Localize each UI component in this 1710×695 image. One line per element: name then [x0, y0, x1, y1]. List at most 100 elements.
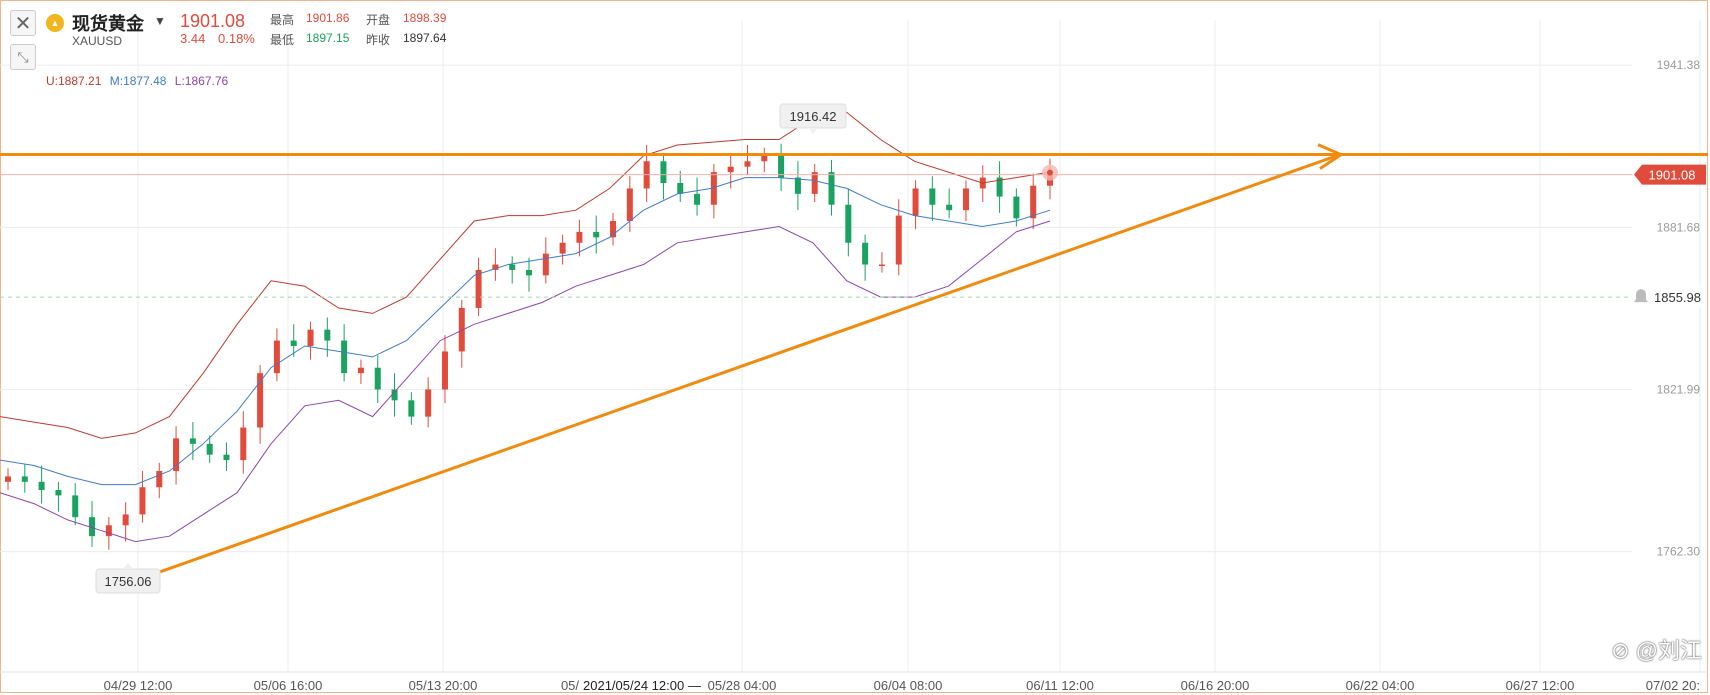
x-tick-label: 05/06 16:00: [254, 678, 323, 693]
candle-body: [744, 161, 751, 167]
bell-icon: [1634, 289, 1648, 303]
open-label: 开盘: [366, 13, 391, 27]
candle-body: [240, 427, 247, 461]
price-change: 3.44: [180, 31, 206, 46]
candle-body: [139, 487, 146, 515]
candle-body: [828, 172, 835, 205]
symbol-name[interactable]: 现货黄金: [72, 14, 144, 34]
candle-body: [626, 188, 633, 222]
low-label: 最低: [270, 33, 295, 47]
candle-body: [593, 231, 600, 238]
high-value: 1901.86: [306, 11, 350, 25]
open-value: 1898.39: [403, 11, 447, 25]
current-price-dot: [1047, 169, 1053, 176]
candle-body: [273, 340, 280, 374]
x-tick-label: 06/27 12:00: [1506, 678, 1575, 693]
collapse-button[interactable]: ⤡: [10, 44, 36, 70]
candle-body: [156, 470, 163, 488]
candle-body: [206, 443, 213, 455]
boll-middle-value: M:1877.48: [109, 74, 167, 88]
low-value: 1897.15: [306, 31, 350, 45]
candle-body: [912, 188, 919, 216]
candle-body: [38, 481, 45, 490]
alert-price-tag-label: 1855.98: [1654, 290, 1701, 305]
y-tick-label: 1821.99: [1657, 382, 1701, 396]
y-tick-label: 1941.38: [1657, 58, 1701, 72]
candle-body: [694, 193, 701, 205]
lower-band-line: [0, 220, 1051, 543]
candle-body: [72, 495, 79, 518]
alert-price-tag: [1650, 287, 1706, 308]
candle-body: [895, 215, 902, 265]
candle-body: [492, 264, 499, 270]
gold-coin-icon: ▲: [46, 14, 64, 32]
candle-body: [408, 400, 415, 417]
candle-body: [189, 438, 196, 444]
high-annotation-label: 1916.42: [790, 109, 837, 124]
candle-body: [475, 269, 482, 308]
candle-body: [542, 253, 549, 276]
candle-body: [89, 517, 96, 537]
x-tick-label: 2021/05/24 12:00 —: [583, 678, 701, 693]
candle-body: [290, 340, 297, 346]
candle-body: [357, 367, 364, 374]
candle-body: [660, 161, 667, 183]
candle-body: [105, 525, 112, 537]
x-tick-label: 07/02 20:: [1646, 678, 1700, 693]
last-price: 1901.08: [180, 11, 246, 31]
candle-body: [21, 476, 28, 482]
candle-body: [458, 307, 465, 352]
candle-body: [794, 177, 801, 194]
candle-body: [257, 373, 264, 428]
candle-body: [5, 476, 11, 482]
candle-body: [341, 340, 348, 374]
x-tick-label: 06/11 12:00: [1026, 678, 1094, 693]
symbol-code: XAUUSD: [72, 34, 123, 48]
candle-body: [727, 166, 734, 173]
x-tick-label: 04/29 12:00: [104, 678, 173, 693]
current-price-tag-label: 1901.08: [1649, 168, 1696, 183]
candle-body: [374, 367, 381, 390]
candle-body: [441, 351, 448, 390]
candle-body: [509, 264, 516, 270]
candle-body: [1013, 196, 1020, 219]
y-tick-label: 1762.30: [1657, 545, 1701, 559]
price-change-pct: 0.18%: [218, 31, 255, 46]
trend-line: [137, 153, 1341, 582]
candle-body: [862, 242, 869, 265]
x-tick-label: 05/28 04:00: [708, 678, 777, 693]
candle-body: [526, 269, 532, 276]
candle-body: [559, 242, 566, 254]
author-watermark: ⊘ @刘江: [1611, 638, 1702, 663]
candle-body: [946, 204, 953, 211]
candle-body: [996, 177, 1003, 197]
middle-band-line: [0, 177, 1051, 486]
candle-body: [811, 172, 818, 194]
upper-band-line: [0, 111, 1051, 439]
x-tick-label: 06/16 20:00: [1181, 678, 1250, 693]
candle-body: [878, 264, 885, 266]
candle-body: [610, 221, 617, 238]
low-annotation-label: 1756.06: [105, 574, 152, 589]
candle-body: [962, 188, 969, 211]
bollinger-legend: U:1887.21 M:1877.48 L:1867.76: [46, 74, 233, 88]
candle-body: [173, 438, 180, 471]
high-label: 最高: [270, 13, 295, 27]
x-tick-label: 06/04 08:00: [874, 678, 943, 693]
close-button[interactable]: ✕: [10, 10, 36, 36]
candle-body: [55, 489, 62, 496]
prev-close-label: 昨收: [366, 33, 391, 47]
close-icon: ✕: [14, 12, 32, 35]
candle-body: [425, 389, 432, 417]
candle-body: [1030, 185, 1037, 219]
prev-close-value: 1897.64: [403, 31, 447, 45]
boll-lower-value: L:1867.76: [174, 74, 229, 88]
x-tick-label: 06/22 04:00: [1346, 678, 1415, 693]
current-price-tag: [1634, 164, 1706, 185]
chevron-down-icon[interactable]: ▼: [154, 14, 166, 28]
low-annotation-pointer: [123, 563, 133, 569]
candle-body: [324, 329, 331, 341]
candle-body: [122, 514, 129, 526]
